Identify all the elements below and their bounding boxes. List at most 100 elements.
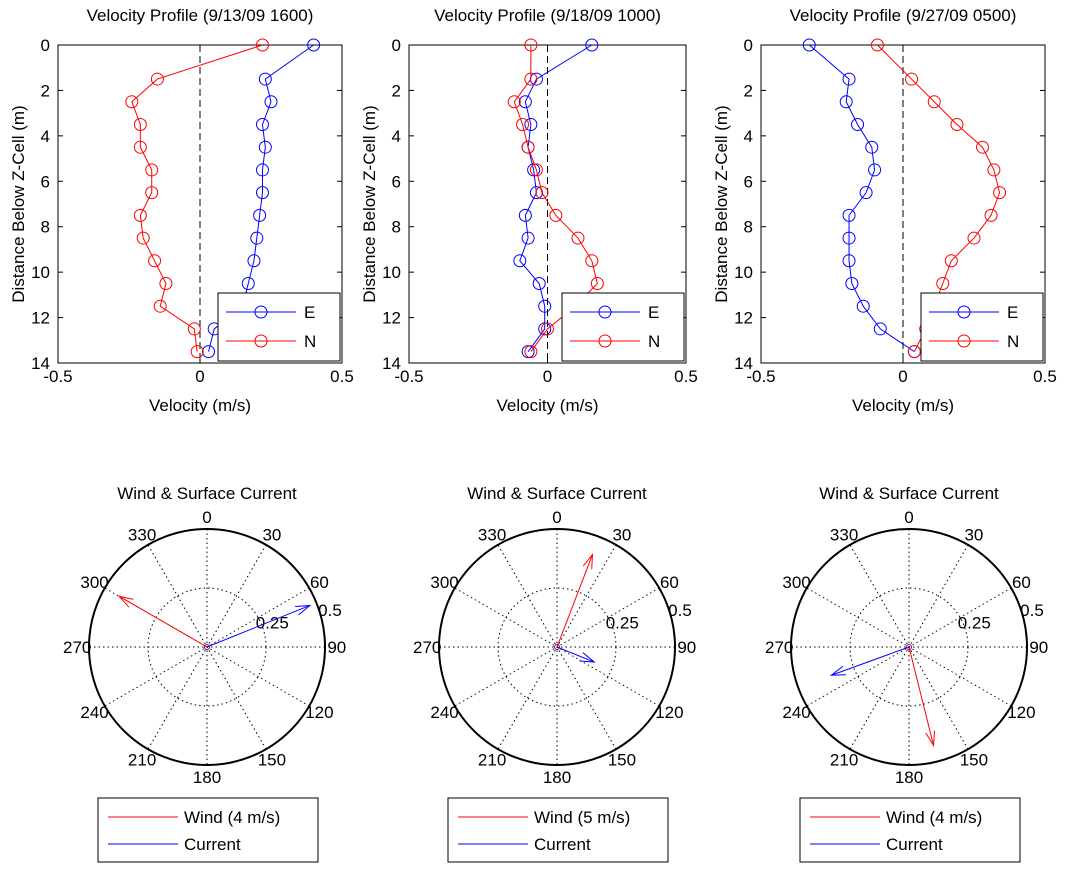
vector-arrowhead-wind: [582, 552, 594, 570]
data-point-N: [125, 95, 139, 109]
plot-title: Velocity Profile (9/13/09 1600): [87, 6, 314, 25]
polar-radius-label: 0.5: [318, 601, 342, 620]
polar-center-marker: [204, 644, 210, 650]
y-tick-label: 8: [744, 218, 753, 237]
data-point-E: [527, 163, 541, 177]
legend-box: [920, 292, 1044, 362]
data-point-N: [524, 72, 538, 86]
data-point-N: [133, 140, 147, 154]
polar-center-marker: [906, 644, 912, 650]
vector-arrow-current: [206, 604, 311, 648]
data-point-E: [255, 186, 269, 200]
data-point-E: [868, 163, 882, 177]
data-point-N: [993, 186, 1007, 200]
polar-angle-label: 270: [63, 638, 91, 657]
data-point-N: [987, 163, 1001, 177]
data-point-N: [148, 254, 162, 268]
polar-legend-label-0: Wind (4 m/s): [886, 808, 982, 827]
y-tick-label: 4: [392, 127, 401, 146]
polar-angle-label: 30: [612, 526, 631, 545]
data-point-N: [153, 299, 167, 313]
polar-angle-label: 300: [80, 573, 108, 592]
polar-angle-label: 270: [765, 638, 793, 657]
plot-title: Velocity Profile (9/18/09 1000): [434, 6, 661, 25]
y-tick-label: 14: [31, 354, 50, 373]
polar-angle-label: 0: [552, 508, 561, 527]
polar-title: Wind & Surface Current: [467, 484, 647, 503]
data-point-N: [145, 186, 159, 200]
vector-arrow-wind: [908, 646, 935, 746]
data-point-E: [532, 277, 546, 290]
polar-legend-label-1: Current: [886, 835, 943, 854]
series-line-E: [519, 44, 593, 352]
data-point-N: [905, 72, 919, 86]
data-point-N: [976, 140, 990, 154]
y-tick-label: 14: [382, 354, 401, 373]
data-point-E: [839, 95, 853, 109]
polar-legend-label-1: Current: [184, 835, 241, 854]
y-tick-label: 4: [41, 127, 50, 146]
data-point-E: [264, 95, 278, 109]
velocity-profile-panel-3: -0.5 0 0.5 0 2 4 6 8 10 12 14 Velocity Profile (9/2…: [712, 6, 1057, 415]
x-axis-label: Velocity (m/s): [496, 396, 598, 415]
polar-title: Wind & Surface Current: [819, 484, 999, 503]
legend-label-N: N: [648, 332, 660, 351]
polar-angle-label: 300: [430, 573, 458, 592]
polar-angle-label: 180: [193, 768, 221, 787]
legend: EN: [920, 292, 1044, 362]
y-tick-label: 10: [31, 263, 50, 282]
data-point-E: [250, 231, 264, 245]
polar-legend-label-1: Current: [534, 835, 591, 854]
x-tick-label: 0: [195, 367, 204, 386]
x-tick-label: 0.5: [1033, 367, 1057, 386]
data-point-E: [842, 208, 856, 222]
polar-legend: Wind (4 m/s) Current: [799, 797, 1021, 863]
vector-arrow-wind: [118, 595, 208, 648]
x-tick-label: -0.5: [394, 367, 423, 386]
data-point-E: [202, 345, 216, 359]
legend-box: [217, 292, 341, 362]
data-point-E: [873, 322, 887, 336]
vector-arrowhead-current: [295, 604, 312, 616]
y-tick-label: 2: [41, 81, 50, 100]
data-point-N: [571, 231, 585, 245]
y-tick-label: 0: [41, 36, 50, 55]
data-point-N: [590, 277, 604, 290]
polar-angle-label: 330: [830, 526, 858, 545]
data-point-E: [859, 186, 873, 200]
velocity-profile-panel-2: -0.5 0 0.5 0 2 4 6 8 10 12 14 Velocity Profile (9/1…: [360, 6, 698, 415]
x-tick-label: -0.5: [43, 367, 72, 386]
data-point-E: [518, 208, 532, 222]
polar-legend-label-0: Wind (5 m/s): [534, 808, 630, 827]
data-point-E: [241, 277, 255, 290]
data-point-E: [865, 140, 879, 154]
data-point-N: [507, 95, 521, 109]
polar-angle-label: 180: [895, 768, 923, 787]
data-point-E: [842, 231, 856, 245]
data-point-E: [513, 254, 527, 268]
data-point-E: [255, 163, 269, 177]
polar-angle-label: 30: [262, 526, 281, 545]
plot-title: Velocity Profile (9/27/09 0500): [790, 6, 1017, 25]
data-point-E: [521, 231, 535, 245]
data-point-N: [521, 140, 535, 154]
data-point-N: [150, 72, 164, 86]
data-point-N: [133, 118, 147, 131]
polar-angle-label: 150: [608, 750, 636, 769]
polar-radius-label: 0.25: [958, 613, 991, 632]
data-point-N: [529, 163, 543, 177]
data-point-E: [856, 299, 870, 313]
x-tick-label: 0: [543, 367, 552, 386]
x-tick-label: 0.5: [674, 367, 698, 386]
polar-legend: Wind (5 m/s) Current: [447, 797, 669, 863]
data-point-N: [255, 38, 269, 52]
data-point-E: [538, 322, 552, 336]
data-point-E: [518, 95, 532, 109]
legend-marker-N: [598, 334, 612, 348]
polar-angle-label: 90: [677, 638, 696, 657]
x-tick-label: 0: [898, 367, 907, 386]
data-point-E: [521, 345, 535, 359]
y-tick-label: 10: [734, 263, 753, 282]
data-point-N: [133, 208, 147, 222]
